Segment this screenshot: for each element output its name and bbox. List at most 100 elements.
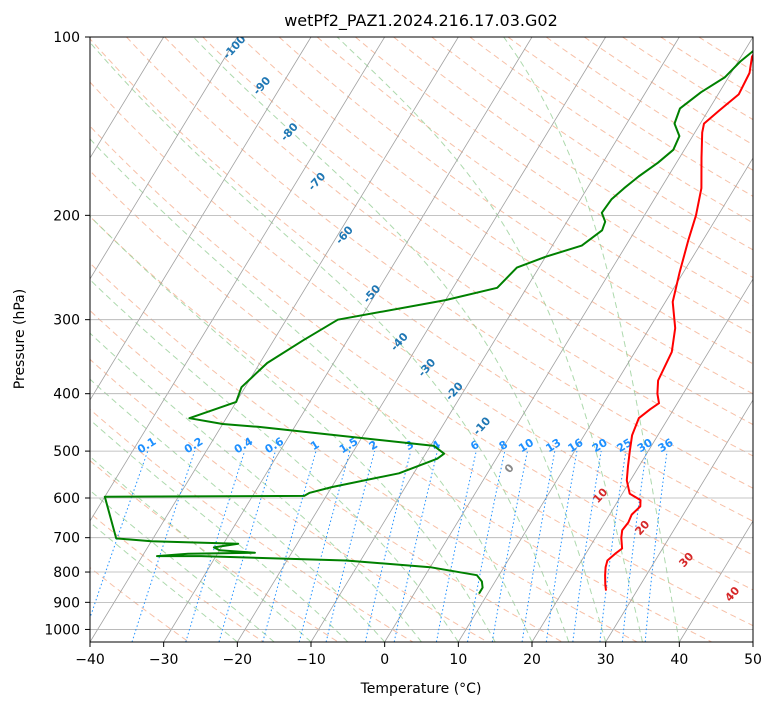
skew-isotherm — [90, 37, 238, 280]
dry-adiabat — [90, 38, 753, 522]
temperature-profile — [604, 53, 753, 591]
moist-adiabat — [90, 489, 275, 642]
moist-adiabat — [90, 332, 422, 642]
mixing-ratio-label: 10 — [516, 436, 536, 455]
dry-adiabat — [202, 37, 753, 426]
y-tick-label: 400 — [53, 387, 80, 403]
skew-isotherm — [752, 641, 753, 642]
x-tick-label: 10 — [449, 652, 467, 668]
mixing-ratio-line — [90, 450, 149, 620]
moist-adiabat — [90, 138, 533, 642]
dry-adiabats — [90, 37, 753, 642]
x-tick-label: 40 — [670, 652, 688, 668]
y-axis: 100 200 300 400 500 600 700 800 900 1000 — [44, 30, 90, 638]
mixing-ratio-line — [545, 451, 578, 642]
skew-isotherm — [163, 37, 533, 642]
dewpoint-profile — [103, 49, 753, 595]
x-tick-label: −20 — [223, 652, 253, 668]
dry-adiabat-label: 0 — [502, 461, 517, 476]
dry-adiabat — [507, 37, 753, 197]
dry-adiabat — [90, 81, 753, 556]
mixing-ratio-line — [218, 450, 276, 642]
line-labels: 0.1 0.2 0.4 0.6 1 1.5 2 3 4 6 8 10 13 16 20 25 30 36-100-… — [135, 37, 742, 604]
mixing-ratio-line — [599, 451, 627, 642]
moist-adiabat-label: 30 — [676, 550, 696, 570]
dry-adiabat — [278, 37, 753, 365]
skew-isotherm — [236, 37, 607, 642]
y-tick-label: 900 — [53, 595, 80, 611]
moist-adiabat — [90, 41, 570, 642]
dry-adiabat-label: -80 — [278, 120, 301, 144]
skewed-isotherms — [90, 37, 753, 642]
moist-adiabat — [90, 378, 386, 642]
y-tick-label: 700 — [53, 531, 80, 547]
y-tick-label: 600 — [53, 491, 80, 507]
y-tick-label: 300 — [53, 313, 80, 329]
x-tick-label: −30 — [149, 652, 179, 668]
dry-adiabat — [90, 512, 265, 642]
skew-isotherm — [531, 278, 753, 642]
mixing-ratio-line — [298, 450, 351, 642]
moist-adiabats — [90, 37, 680, 642]
dry-adiabat — [355, 37, 753, 307]
dry-adiabat — [240, 37, 753, 395]
mixing-ratio-line — [325, 450, 376, 642]
dry-adiabat — [698, 37, 753, 72]
mixing-ratio-lines — [90, 450, 668, 642]
mixing-ratio-label: 36 — [656, 436, 676, 455]
mixing-ratio-line — [393, 450, 438, 642]
x-tick-label: −40 — [75, 652, 105, 668]
dry-adiabat — [90, 566, 190, 642]
x-tick-label: 20 — [523, 652, 541, 668]
moist-adiabat — [90, 455, 312, 642]
dry-adiabat — [660, 37, 753, 96]
mixing-ratio-line — [131, 450, 196, 642]
moist-adiabat — [90, 215, 496, 642]
dry-adiabat — [90, 309, 564, 642]
dry-adiabat — [90, 215, 713, 642]
moist-adiabat — [192, 37, 607, 642]
moist-adiabat-label: 20 — [632, 518, 652, 538]
mixing-ratio-label: 16 — [566, 436, 586, 455]
mixing-ratio-label: 0.4 — [232, 435, 256, 457]
plot-frame — [89, 36, 754, 643]
mixing-ratio-line — [491, 450, 528, 642]
y-tick-label: 1000 — [44, 622, 80, 638]
dry-adiabat-label: -90 — [250, 74, 273, 98]
data-series — [103, 49, 753, 595]
dry-adiabat-label: -70 — [305, 170, 328, 194]
mixing-ratio-label: 20 — [590, 436, 610, 455]
dry-adiabat — [316, 37, 753, 335]
plot-area: 0.1 0.2 0.4 0.6 1 1.5 2 3 4 6 8 10 13 16 20 25 30 36-100-… — [90, 37, 753, 642]
skew-isotherm — [678, 520, 753, 642]
x-tick-label: 30 — [597, 652, 615, 668]
dry-adiabat — [393, 37, 753, 279]
y-axis-label: Pressure (hPa) — [12, 289, 28, 389]
skew-isotherm — [457, 157, 753, 642]
mixing-ratio-label: 0.2 — [182, 435, 205, 456]
skew-isotherm — [310, 37, 680, 642]
y-tick-label: 800 — [53, 565, 80, 581]
moist-adiabat-label: 10 — [590, 485, 610, 505]
dry-adiabat-label: -40 — [388, 330, 411, 354]
dry-adiabat-label: -10 — [470, 414, 493, 438]
moist-adiabat — [503, 37, 680, 642]
moist-adiabat — [336, 37, 643, 642]
mixing-ratio-line — [644, 451, 668, 642]
mixing-ratio-line — [185, 450, 246, 642]
mixing-ratio-line — [572, 451, 602, 642]
dry-adiabat-label: -30 — [415, 356, 438, 380]
mixing-ratio-line — [262, 450, 317, 642]
skew-isotherm — [384, 37, 753, 642]
mixing-ratio-label: 0.6 — [263, 435, 287, 457]
mixing-ratio-label: 30 — [635, 436, 655, 455]
skew-isotherm — [90, 37, 165, 159]
x-tick-label: 50 — [744, 652, 762, 668]
skew-isotherm — [605, 399, 753, 642]
skew-isotherm — [90, 37, 386, 522]
y-tick-label: 500 — [53, 444, 80, 460]
y-tick-label: 200 — [53, 208, 80, 224]
mixing-ratio-label: 0.1 — [135, 435, 158, 456]
dry-adiabat — [469, 37, 753, 224]
